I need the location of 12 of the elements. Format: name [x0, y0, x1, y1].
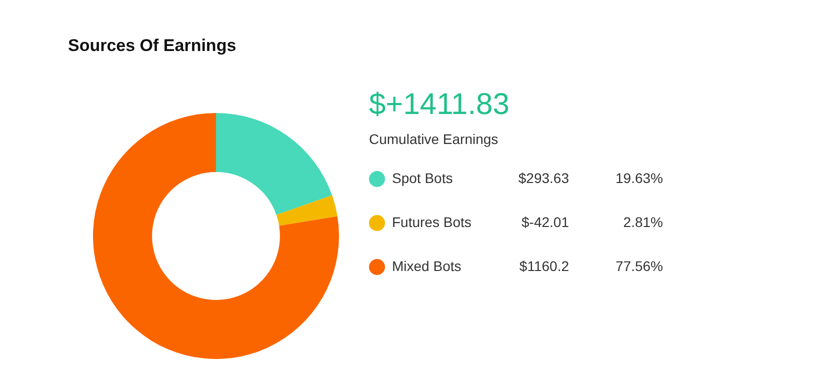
legend-label: Futures Bots [392, 214, 472, 230]
data-label: 77.56% [616, 258, 663, 274]
legend-label: Spot Bots [392, 170, 453, 186]
chart-title: Sources Of Earnings [68, 36, 236, 56]
text: $1160.2 [519, 258, 569, 274]
text: Cumulative Earnings [369, 131, 498, 147]
text: $-42.01 [522, 214, 569, 230]
text: $+1411.83 [369, 88, 510, 122]
legend-label: Mixed Bots [392, 258, 462, 274]
text: $293.63 [518, 170, 569, 186]
data-label: 19.63% [616, 170, 663, 186]
data-label: 2.81% [623, 214, 663, 230]
